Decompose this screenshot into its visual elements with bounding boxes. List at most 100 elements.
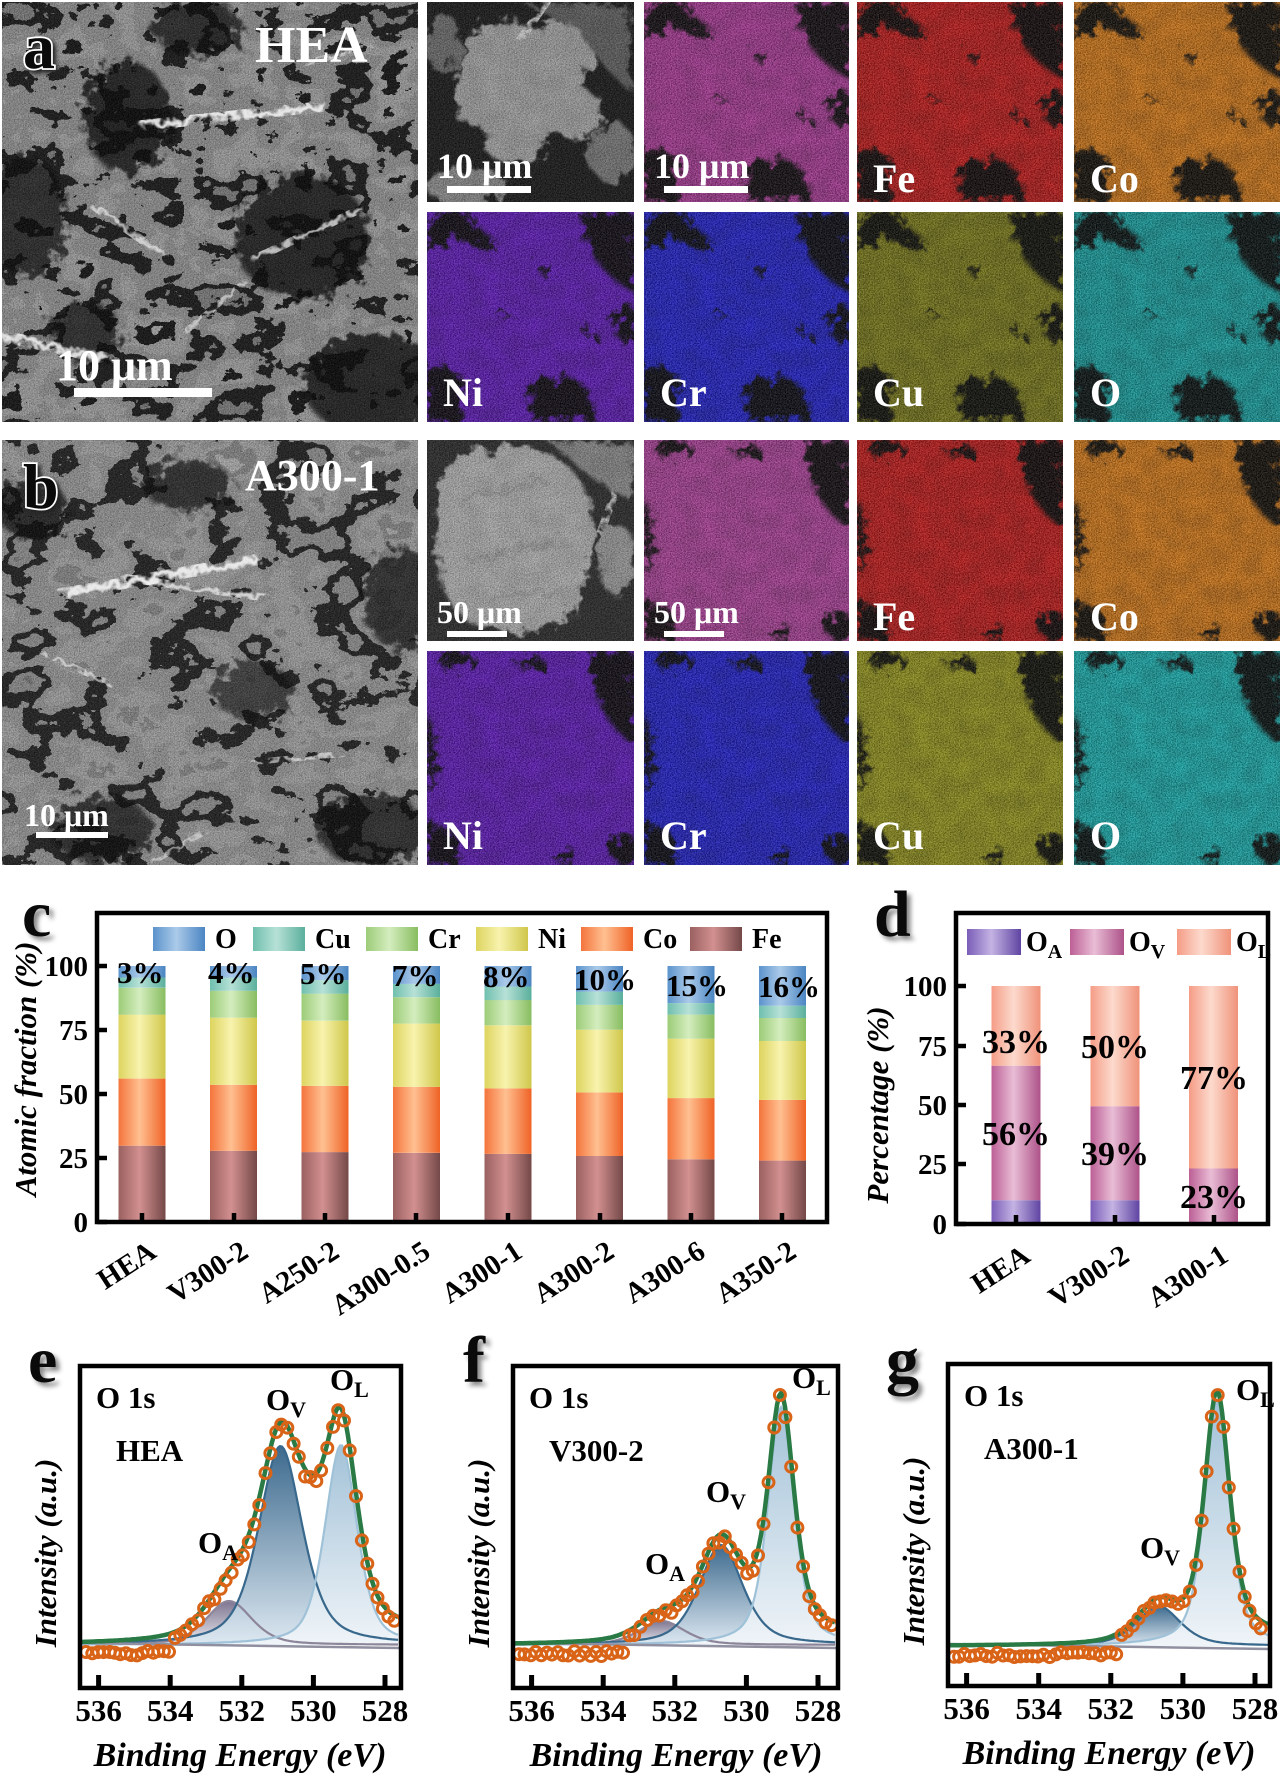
svg-text:25: 25 bbox=[918, 1149, 947, 1181]
svg-text:16%: 16% bbox=[758, 969, 820, 1004]
svg-text:534: 534 bbox=[1015, 1691, 1062, 1726]
svg-text:10 μm: 10 μm bbox=[24, 797, 109, 833]
svg-text:O: O bbox=[1090, 370, 1121, 415]
svg-text:O 1s: O 1s bbox=[96, 1380, 155, 1415]
svg-text:0: 0 bbox=[933, 1209, 948, 1241]
svg-text:a: a bbox=[23, 11, 55, 82]
svg-text:532: 532 bbox=[652, 1693, 699, 1728]
svg-text:HEA: HEA bbox=[116, 1433, 184, 1468]
svg-text:e: e bbox=[28, 1324, 57, 1397]
svg-text:A300-6: A300-6 bbox=[619, 1235, 711, 1310]
svg-text:O 1s: O 1s bbox=[964, 1378, 1023, 1413]
svg-text:A300-2: A300-2 bbox=[528, 1235, 620, 1310]
svg-text:528: 528 bbox=[1232, 1691, 1279, 1726]
svg-text:10 μm: 10 μm bbox=[437, 146, 532, 186]
svg-text:Co: Co bbox=[643, 924, 677, 955]
svg-text:b: b bbox=[23, 451, 59, 522]
svg-text:50: 50 bbox=[59, 1079, 88, 1111]
svg-text:50 μm: 50 μm bbox=[437, 594, 522, 630]
svg-text:A300-1: A300-1 bbox=[436, 1235, 528, 1310]
svg-text:15%: 15% bbox=[666, 968, 728, 1003]
svg-text:528: 528 bbox=[795, 1693, 842, 1728]
svg-text:Fe: Fe bbox=[752, 924, 782, 955]
svg-text:Percentage (%): Percentage (%) bbox=[860, 1006, 895, 1204]
svg-text:5%: 5% bbox=[300, 956, 347, 991]
svg-text:Atomic fraction (%): Atomic fraction (%) bbox=[8, 942, 43, 1199]
svg-text:Binding Energy (eV): Binding Energy (eV) bbox=[93, 1737, 387, 1774]
svg-text:A300-1: A300-1 bbox=[245, 451, 379, 500]
svg-text:A300-1: A300-1 bbox=[1142, 1239, 1234, 1314]
svg-text:10 μm: 10 μm bbox=[56, 341, 173, 390]
svg-text:Cu: Cu bbox=[315, 924, 351, 955]
svg-text:OA: OA bbox=[1026, 927, 1063, 963]
svg-text:Cr: Cr bbox=[660, 370, 707, 415]
svg-text:534: 534 bbox=[147, 1693, 194, 1728]
svg-text:50 μm: 50 μm bbox=[654, 594, 739, 630]
svg-text:100: 100 bbox=[904, 971, 948, 1003]
svg-text:534: 534 bbox=[580, 1693, 627, 1728]
svg-text:0: 0 bbox=[74, 1207, 89, 1239]
svg-text:10 μm: 10 μm bbox=[654, 146, 749, 186]
svg-text:Intensity (a.u.): Intensity (a.u.) bbox=[896, 1457, 931, 1647]
svg-text:10%: 10% bbox=[574, 962, 636, 997]
svg-text:3%: 3% bbox=[117, 955, 164, 990]
svg-text:100: 100 bbox=[45, 951, 89, 983]
svg-text:Fe: Fe bbox=[873, 156, 915, 201]
svg-text:f: f bbox=[463, 1324, 486, 1397]
svg-text:OV: OV bbox=[706, 1474, 746, 1514]
svg-text:530: 530 bbox=[723, 1693, 770, 1728]
svg-text:HEA: HEA bbox=[966, 1239, 1036, 1300]
svg-text:Intensity (a.u.): Intensity (a.u.) bbox=[28, 1459, 63, 1649]
svg-text:536: 536 bbox=[943, 1691, 990, 1726]
svg-text:536: 536 bbox=[75, 1693, 122, 1728]
svg-text:g: g bbox=[886, 1324, 919, 1397]
svg-text:Ni: Ni bbox=[538, 924, 566, 955]
svg-text:Cu: Cu bbox=[873, 370, 924, 415]
svg-text:V300-2: V300-2 bbox=[162, 1235, 254, 1310]
svg-text:O 1s: O 1s bbox=[529, 1380, 588, 1415]
svg-text:Ni: Ni bbox=[443, 370, 483, 415]
svg-text:HEA: HEA bbox=[92, 1235, 162, 1296]
svg-text:OV: OV bbox=[266, 1382, 306, 1422]
svg-text:OV: OV bbox=[1129, 927, 1166, 963]
svg-text:A300-1: A300-1 bbox=[984, 1431, 1079, 1466]
svg-text:O: O bbox=[215, 924, 237, 955]
svg-text:23%: 23% bbox=[1180, 1179, 1248, 1216]
svg-text:75: 75 bbox=[59, 1015, 88, 1047]
svg-text:75: 75 bbox=[918, 1031, 947, 1063]
svg-text:530: 530 bbox=[1160, 1691, 1207, 1726]
svg-text:Co: Co bbox=[1090, 156, 1139, 201]
svg-text:OV: OV bbox=[1140, 1530, 1180, 1570]
svg-text:Cu: Cu bbox=[873, 813, 924, 858]
svg-text:4%: 4% bbox=[208, 955, 255, 990]
svg-text:50: 50 bbox=[918, 1090, 947, 1122]
svg-text:V300-2: V300-2 bbox=[549, 1433, 644, 1468]
svg-text:532: 532 bbox=[1088, 1691, 1135, 1726]
svg-text:OA: OA bbox=[198, 1525, 238, 1565]
svg-text:536: 536 bbox=[508, 1693, 555, 1728]
svg-text:8%: 8% bbox=[483, 959, 530, 994]
svg-text:OA: OA bbox=[645, 1546, 685, 1586]
svg-text:d: d bbox=[874, 878, 911, 951]
svg-text:O: O bbox=[1090, 813, 1121, 858]
svg-text:50%: 50% bbox=[1081, 1029, 1149, 1066]
svg-text:39%: 39% bbox=[1081, 1136, 1149, 1173]
svg-text:V300-2: V300-2 bbox=[1043, 1239, 1135, 1314]
svg-text:530: 530 bbox=[290, 1693, 337, 1728]
svg-text:A300-0.5: A300-0.5 bbox=[326, 1235, 436, 1322]
svg-text:Intensity (a.u.): Intensity (a.u.) bbox=[461, 1459, 496, 1649]
svg-text:7%: 7% bbox=[392, 958, 439, 993]
svg-text:532: 532 bbox=[219, 1693, 266, 1728]
svg-text:Fe: Fe bbox=[873, 594, 915, 639]
svg-text:77%: 77% bbox=[1180, 1060, 1248, 1097]
svg-text:Cr: Cr bbox=[428, 924, 461, 955]
svg-text:Cr: Cr bbox=[660, 813, 707, 858]
svg-text:A350-2: A350-2 bbox=[710, 1235, 802, 1310]
svg-text:Co: Co bbox=[1090, 594, 1139, 639]
svg-text:HEA: HEA bbox=[255, 17, 368, 74]
svg-text:56%: 56% bbox=[982, 1116, 1050, 1153]
svg-text:25: 25 bbox=[59, 1143, 88, 1175]
svg-text:Ni: Ni bbox=[443, 813, 483, 858]
svg-text:Binding Energy (eV): Binding Energy (eV) bbox=[962, 1735, 1256, 1772]
svg-text:528: 528 bbox=[362, 1693, 409, 1728]
